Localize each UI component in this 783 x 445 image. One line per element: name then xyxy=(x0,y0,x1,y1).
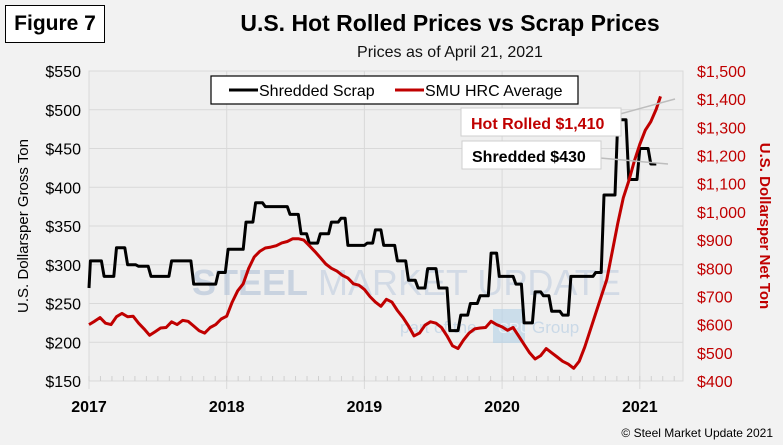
callout-box-hrc xyxy=(460,107,622,137)
series-line-shredded-scrap xyxy=(87,118,657,333)
y-right-axis-title: U.S. Dollarsper Net Ton xyxy=(756,143,773,309)
callout-leader-scrap xyxy=(599,157,669,165)
callout-box-scrap xyxy=(461,140,602,170)
y-right-tick-label: $1,000 xyxy=(697,205,746,222)
y-left-tick-label: $150 xyxy=(45,374,81,391)
y-left-tick-label: $500 xyxy=(45,103,81,120)
copyright: © Steel Market Update 2021 xyxy=(621,426,773,440)
y-left-tick-label: $300 xyxy=(45,258,81,275)
y-right-tick-label: $600 xyxy=(697,318,733,335)
axes: $150 $200 $250 $300 $350 $400 $450 $500 $550 $400… xyxy=(45,64,746,416)
y-right-tick-label: $900 xyxy=(697,233,733,250)
y-left-tick-label: $450 xyxy=(45,142,81,159)
y-left-tick-label: $400 xyxy=(45,180,81,197)
y-right-tick-label: $800 xyxy=(697,261,733,278)
callout-hrc: Hot Rolled $1,410 xyxy=(471,116,604,133)
callout-scrap: Shredded $430 xyxy=(472,149,586,166)
x-tick-label: 2019 xyxy=(347,399,383,416)
y-left-tick-label: $250 xyxy=(45,297,81,314)
y-right-tick-label: $700 xyxy=(697,289,733,306)
legend-box xyxy=(210,75,579,105)
series-lines xyxy=(87,95,662,370)
y-left-tick-label: $350 xyxy=(45,219,81,236)
y-left-axis-title: U.S. Dollarsper Gross Ton xyxy=(15,139,32,313)
callouts: Hot Rolled $1,410 Shredded $430 xyxy=(460,98,676,170)
series-line-smu-hrc-average xyxy=(88,95,662,370)
chart-subtitle: Prices as of April 21, 2021 xyxy=(357,44,543,61)
y-right-tick-label: $400 xyxy=(697,374,733,391)
callout-leader-hrc xyxy=(619,98,676,115)
y-right-tick-label: $1,400 xyxy=(697,92,746,109)
y-right-tick-label: $1,500 xyxy=(697,64,746,81)
x-tick-label: 2020 xyxy=(484,399,520,416)
figure-label: Figure 7 xyxy=(5,5,105,43)
y-right-tick-label: $1,100 xyxy=(697,177,746,194)
y-left-tick-label: $550 xyxy=(45,64,81,81)
y-right-tick-label: $500 xyxy=(697,346,733,363)
legend: Shredded Scrap SMU HRC Average xyxy=(210,75,579,105)
y-left-tick-label: $200 xyxy=(45,335,81,352)
y-right-tick-label: $1,300 xyxy=(697,120,746,137)
x-tick-label: 2021 xyxy=(622,399,658,416)
watermark-market-update: MARKET UPDATE xyxy=(318,262,621,303)
legend-label-hrc: SMU HRC Average xyxy=(425,83,563,100)
y-right-tick-label: $1,200 xyxy=(697,149,746,166)
x-tick-label: 2018 xyxy=(209,399,245,416)
legend-label-scrap: Shredded Scrap xyxy=(259,83,375,100)
x-tick-label: 2017 xyxy=(71,399,107,416)
watermark-group: Group xyxy=(532,318,579,337)
chart-title: U.S. Hot Rolled Prices vs Scrap Prices xyxy=(240,10,660,36)
